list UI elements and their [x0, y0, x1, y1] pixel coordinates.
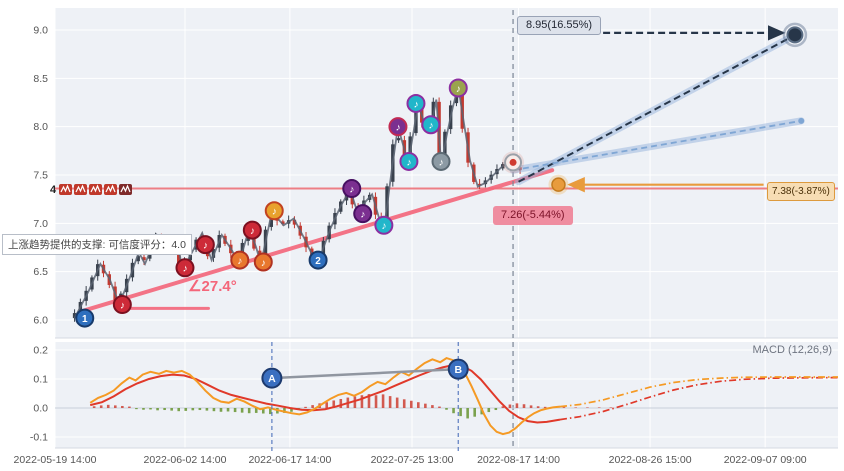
macd-histogram	[92, 394, 613, 419]
svg-text:2022-06-17 14:00: 2022-06-17 14:00	[248, 454, 331, 466]
price-target-mid-label[interactable]: 7.38(-3.87%)	[767, 182, 835, 201]
price-target-up-label[interactable]: 8.95(16.55%)	[517, 16, 602, 35]
support-confidence-tooltip: 上涨趋势提供的支撑: 可信度评分：4.0	[2, 234, 192, 255]
svg-text:2022-05-19 14:00: 2022-05-19 14:00	[14, 454, 97, 466]
candle-pattern-icons	[59, 184, 133, 195]
svg-text:♪: ♪	[360, 209, 365, 220]
svg-text:♪: ♪	[250, 226, 255, 237]
axis-labels: 6.0 6.5 7.0 7.5 8.0 8.5 9.0 0.2 0.1 0.0 -0.1 2022-0…	[14, 25, 807, 467]
svg-text:8.0: 8.0	[33, 121, 48, 133]
svg-text:♪: ♪	[395, 122, 400, 133]
svg-text:♪: ♪	[182, 264, 187, 275]
price-target-down-label[interactable]: 7.26(-5.44%)	[493, 206, 573, 225]
svg-text:♪: ♪	[428, 121, 433, 132]
trend-lines: ∠27.4°	[55, 168, 838, 313]
svg-text:6.0: 6.0	[33, 315, 48, 327]
svg-text:♪: ♪	[381, 221, 386, 232]
svg-text:♪: ♪	[439, 157, 444, 168]
signal-count: 4	[50, 184, 57, 196]
svg-text:1: 1	[82, 314, 88, 325]
svg-text:2022-06-02 14:00: 2022-06-02 14:00	[144, 454, 227, 466]
svg-text:♪: ♪	[413, 99, 418, 110]
svg-text:♪: ♪	[272, 207, 277, 218]
event-markers[interactable]: 1 ♪ ♪ ♪ ♪ ♪ ♪ ♪ 2 ♪ ♪ ♪ ♪ ♪ ♪ ♪ ♪ ♪	[75, 22, 808, 328]
macd-lines	[89, 357, 839, 436]
projections	[509, 25, 805, 193]
svg-text:8.5: 8.5	[33, 73, 48, 85]
gridlines	[54, 8, 838, 449]
macd-params-label: MACD (12,26,9)	[752, 344, 832, 356]
signal-count-badge: 4	[50, 183, 139, 197]
svg-text:7.5: 7.5	[33, 170, 48, 182]
svg-text:2022-09-07 09:00: 2022-09-07 09:00	[724, 454, 807, 466]
ab-trendline[interactable]: AB	[261, 358, 469, 389]
svg-text:♪: ♪	[261, 258, 266, 269]
svg-text:0.1: 0.1	[33, 374, 48, 386]
svg-text:7.0: 7.0	[33, 218, 48, 230]
svg-text:♪: ♪	[349, 184, 354, 195]
svg-text:♪: ♪	[237, 256, 242, 267]
svg-text:2022-07-25 13:00: 2022-07-25 13:00	[371, 454, 454, 466]
svg-text:-0.1: -0.1	[30, 432, 48, 444]
svg-text:2: 2	[315, 256, 321, 267]
svg-text:6.5: 6.5	[33, 266, 48, 278]
svg-text:♪: ♪	[203, 240, 208, 251]
svg-text:2022-08-17 14:00: 2022-08-17 14:00	[477, 454, 560, 466]
svg-text:♪: ♪	[120, 300, 125, 311]
svg-text:♪: ♪	[456, 84, 461, 95]
svg-text:0.2: 0.2	[33, 345, 48, 357]
svg-text:♪: ♪	[406, 157, 411, 168]
svg-text:2022-08-26 15:00: 2022-08-26 15:00	[609, 454, 692, 466]
svg-text:A: A	[268, 373, 276, 385]
panel-backgrounds	[55, 8, 838, 448]
svg-text:0.0: 0.0	[33, 403, 48, 415]
svg-text:9.0: 9.0	[33, 25, 48, 37]
svg-text:B: B	[454, 364, 462, 376]
svg-text:∠27.4°: ∠27.4°	[188, 278, 237, 295]
